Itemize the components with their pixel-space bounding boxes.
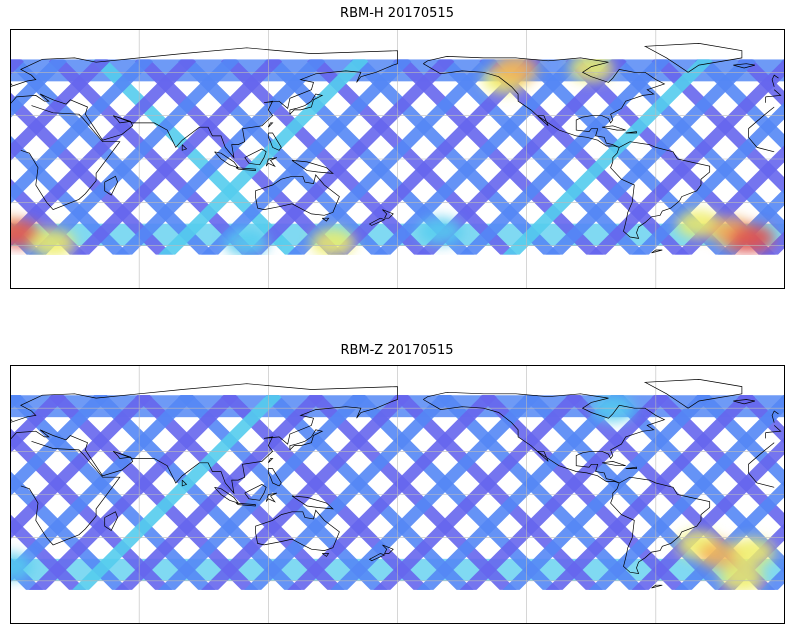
map-panel-bottom bbox=[10, 365, 785, 624]
coastline-tasmania bbox=[322, 553, 330, 557]
coastline-cuba bbox=[601, 125, 626, 131]
coastline-sulawesi bbox=[265, 492, 278, 503]
coastline-north_america bbox=[423, 391, 666, 484]
coastline-nz_north bbox=[382, 209, 394, 219]
coastline-iceland bbox=[733, 63, 755, 69]
coastline-japan bbox=[289, 429, 324, 451]
descending-track bbox=[10, 513, 86, 590]
coastline-north_america bbox=[423, 56, 666, 148]
coastline-japan bbox=[289, 93, 324, 115]
anomaly-spot bbox=[418, 217, 463, 246]
coastline-africa bbox=[20, 105, 775, 211]
coastline-borneo bbox=[244, 483, 267, 501]
descending-track bbox=[694, 395, 785, 488]
coastline-nz_north bbox=[382, 544, 394, 554]
coastline-greenland bbox=[643, 43, 743, 73]
panel-title-top: RBM-H 20170515 bbox=[340, 6, 454, 21]
map-panel-top bbox=[10, 29, 785, 289]
anomaly-spot bbox=[224, 228, 269, 255]
anomaly-spot bbox=[10, 552, 32, 581]
coastline-antarctic_pen bbox=[651, 249, 663, 254]
coastline-iceland bbox=[733, 399, 755, 405]
anomaly-spot bbox=[31, 228, 76, 255]
coastline-hispaniola bbox=[625, 131, 637, 134]
coastline-srilanka bbox=[181, 144, 188, 151]
coastline-africa bbox=[20, 440, 775, 546]
coastline-greenland bbox=[643, 379, 743, 409]
coastline-australia bbox=[255, 174, 340, 216]
map-frame bbox=[10, 365, 785, 624]
coastline-sulawesi bbox=[265, 157, 278, 168]
coastline-cuba bbox=[601, 461, 626, 467]
anomaly-spot bbox=[569, 59, 614, 82]
anomaly-spot bbox=[493, 59, 538, 84]
coastline-south_america bbox=[610, 476, 711, 575]
coastlines bbox=[10, 379, 782, 589]
coastline-eurasia bbox=[10, 383, 782, 495]
ascending-track bbox=[10, 395, 67, 454]
anomaly-layer bbox=[10, 59, 775, 255]
coastline-taiwan bbox=[267, 458, 274, 464]
coastline-eurasia bbox=[10, 47, 782, 159]
descending-track bbox=[694, 59, 785, 152]
coastline-philippines bbox=[267, 468, 282, 487]
coastline-newguinea bbox=[291, 495, 334, 510]
coastline-nz_south bbox=[368, 217, 386, 226]
gridlines bbox=[10, 365, 785, 624]
coastline-tasmania bbox=[322, 217, 330, 222]
anomaly-spot bbox=[590, 395, 635, 423]
coastline-borneo bbox=[244, 148, 267, 166]
ascending-track bbox=[10, 59, 67, 119]
coastline-srilanka bbox=[181, 479, 188, 487]
coastline-nz_south bbox=[368, 553, 386, 562]
gridlines bbox=[10, 29, 785, 289]
coastline-java bbox=[235, 502, 256, 507]
descending-track bbox=[10, 178, 87, 255]
coastline-south_america bbox=[610, 141, 711, 239]
anomaly-spot bbox=[310, 228, 355, 255]
coastline-arabia_gulf bbox=[113, 451, 131, 459]
coastline-taiwan bbox=[267, 122, 274, 128]
coastline-antarctic_pen bbox=[651, 584, 663, 589]
coastline-java bbox=[235, 167, 256, 171]
anomaly-spot bbox=[730, 224, 775, 253]
coastline-madagascar bbox=[104, 175, 118, 196]
coastline-hispaniola bbox=[625, 466, 637, 469]
anomaly-spot bbox=[730, 538, 775, 567]
coastline-arabia_gulf bbox=[113, 115, 131, 124]
coastline-philippines bbox=[267, 132, 282, 151]
panel-title-bottom: RBM-Z 20170515 bbox=[340, 343, 454, 358]
coastline-australia bbox=[255, 509, 340, 551]
map-frame bbox=[10, 29, 785, 289]
ascending-track bbox=[10, 59, 110, 162]
coastline-newguinea bbox=[291, 160, 334, 174]
ascending-track bbox=[10, 395, 110, 497]
coastline-madagascar bbox=[104, 511, 118, 532]
anomaly-spot bbox=[719, 563, 764, 590]
anomaly-spot bbox=[698, 540, 743, 569]
